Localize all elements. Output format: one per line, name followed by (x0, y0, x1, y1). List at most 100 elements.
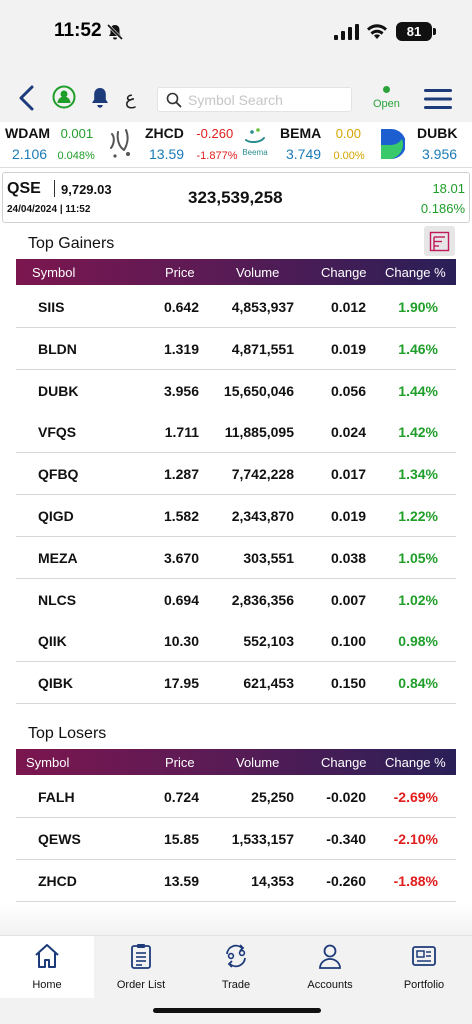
col-change[interactable]: Change (321, 265, 367, 280)
cell-volume: 303,551 (243, 549, 294, 566)
cell-price: 0.642 (163, 299, 199, 315)
nav-order-list[interactable]: Order List (94, 936, 188, 998)
cell-symbol: NLCS (38, 591, 77, 608)
market-open-dot (383, 86, 390, 93)
ticker-change: 0.001 (60, 126, 94, 141)
col-change[interactable]: Change (321, 755, 367, 770)
col-volume[interactable]: Volume (236, 265, 280, 280)
bottom-nav: Home Order List Trade Accounts (0, 935, 472, 1024)
col-change-percent[interactable]: Change % (385, 755, 446, 770)
cell-change: 0.024 (330, 424, 366, 441)
ticker-item[interactable]: WDAM 0.001 2.106 0.048% (5, 125, 95, 164)
back-icon[interactable] (16, 84, 38, 112)
cell-change: -0.340 (326, 830, 366, 847)
ticker-strip[interactable]: WDAM 0.001 2.106 0.048% ZHCD -0.260 13.5… (0, 122, 472, 168)
beema-logo-text: Beema (242, 148, 268, 157)
cell-price: 1.287 (163, 466, 199, 483)
cell-change-percent: 1.90% (398, 299, 438, 315)
cell-volume: 2,343,870 (231, 508, 294, 524)
table-row[interactable]: NLCS 0.694 2,836,356 0.007 1.02% (16, 578, 456, 621)
cell-volume: 25,250 (251, 789, 294, 805)
ticker-price: 3.956 (422, 146, 458, 162)
col-symbol[interactable]: Symbol (26, 755, 70, 770)
cell-price: 3.670 (163, 549, 199, 566)
cell-volume: 552,103 (243, 633, 294, 650)
profile-icon[interactable] (52, 85, 76, 109)
cell-change-percent: 1.05% (398, 549, 438, 566)
cell-symbol: QIGD (38, 508, 74, 524)
cell-volume: 15,650,046 (223, 382, 294, 399)
col-price[interactable]: Price (165, 755, 195, 770)
cell-symbol: MEZA (38, 549, 78, 566)
table-row[interactable]: ZHCD 13.59 14,353 -0.260 -1.88% (16, 859, 456, 902)
battery-tip (433, 28, 436, 35)
index-value: 9,729.03 (61, 182, 112, 197)
symbol-search[interactable] (157, 87, 352, 112)
table-row[interactable]: DUBK 3.956 15,650,046 0.056 1.44% (16, 369, 456, 412)
cell-change-percent: 1.42% (398, 424, 438, 441)
cell-change: 0.019 (330, 340, 366, 357)
cell-change-percent: 0.84% (398, 675, 438, 692)
ticker-item[interactable]: ZHCD -0.260 13.59 -1.877% (145, 125, 237, 164)
cell-change-percent: 1.34% (398, 466, 438, 483)
table-row[interactable]: QFBQ 1.287 7,742,228 0.017 1.34% (16, 453, 456, 496)
table-row[interactable]: SIIS 0.642 4,853,937 0.012 1.90% (16, 286, 456, 328)
battery-indicator: 81 (396, 22, 432, 41)
ticker-symbol: BEMA (280, 125, 322, 141)
cell-volume: 2,836,356 (231, 591, 294, 608)
cell-change-percent: -2.69% (393, 789, 438, 805)
ticker-item[interactable]: BEMA 0.00 3.749 0.00% (280, 125, 365, 164)
notification-bell-icon[interactable] (89, 86, 111, 110)
table-row[interactable]: QIGD 1.582 2,343,870 0.019 1.22% (16, 495, 456, 537)
cell-symbol: ZHCD (38, 872, 77, 889)
table-row[interactable]: QIIK 10.30 552,103 0.100 0.98% (16, 620, 456, 663)
table-row[interactable]: VFQS 1.711 11,885,095 0.024 1.42% (16, 411, 456, 454)
index-name: QSE (7, 180, 41, 197)
language-toggle[interactable]: ع (125, 88, 136, 109)
cell-change: 0.019 (330, 508, 366, 524)
table-row[interactable]: FALH 0.724 25,250 -0.020 -2.69% (16, 776, 456, 818)
clipboard-icon (131, 944, 151, 969)
cell-change-percent: 1.02% (398, 591, 438, 608)
cell-price: 1.582 (163, 508, 199, 524)
nav-portfolio[interactable]: Portfolio (377, 936, 471, 998)
table-row[interactable]: MEZA 3.670 303,551 0.038 1.05% (16, 536, 456, 579)
dukhan-bank-logo-icon (381, 129, 405, 159)
table-row[interactable]: QIBK 17.95 621,453 0.150 0.84% (16, 662, 456, 705)
cell-symbol: QEWS (38, 830, 81, 847)
cell-change: 0.056 (330, 382, 366, 399)
col-volume[interactable]: Volume (236, 755, 280, 770)
cell-change: 0.038 (330, 549, 366, 566)
nav-accounts[interactable]: Accounts (283, 936, 377, 998)
menu-icon[interactable] (423, 87, 453, 111)
cell-price: 17.95 (163, 675, 199, 692)
ticker-item[interactable]: DUBK 3.956 (417, 125, 457, 164)
cell-price: 1.711 (164, 424, 199, 441)
table-row[interactable]: BLDN 1.319 4,871,551 0.019 1.46% (16, 327, 456, 370)
nav-trade[interactable]: Trade (189, 936, 283, 998)
col-price[interactable]: Price (165, 265, 195, 280)
index-summary-card[interactable]: QSE 9,729.03 24/04/2024 | 11:52 323,539,… (2, 172, 470, 223)
bell-off-icon (106, 23, 124, 41)
market-status: Open (373, 98, 400, 110)
cell-price: 13.59 (163, 872, 199, 889)
ticker-price: 2.106 (12, 146, 48, 162)
cell-change-percent: -2.10% (393, 830, 438, 847)
cell-volume: 1,533,157 (231, 830, 294, 847)
cell-price: 0.694 (163, 591, 199, 608)
scroll-fade (0, 903, 472, 935)
cell-change-percent: 1.22% (398, 508, 438, 524)
search-input[interactable] (188, 90, 346, 110)
col-symbol[interactable]: Symbol (32, 265, 76, 280)
nav-accounts-label: Accounts (307, 979, 353, 991)
nav-home[interactable]: Home (0, 936, 94, 998)
filter-button[interactable] (424, 226, 455, 256)
cell-change-percent: 1.44% (398, 382, 438, 399)
col-change-percent[interactable]: Change % (385, 265, 446, 280)
table-row[interactable]: QEWS 15.85 1,533,157 -0.340 -2.10% (16, 817, 456, 860)
cell-price: 1.319 (163, 340, 199, 357)
cell-symbol: QFBQ (38, 466, 79, 483)
cell-change: 0.150 (330, 675, 366, 692)
cell-symbol: QIIK (38, 633, 67, 650)
cell-volume: 621,453 (243, 675, 294, 692)
